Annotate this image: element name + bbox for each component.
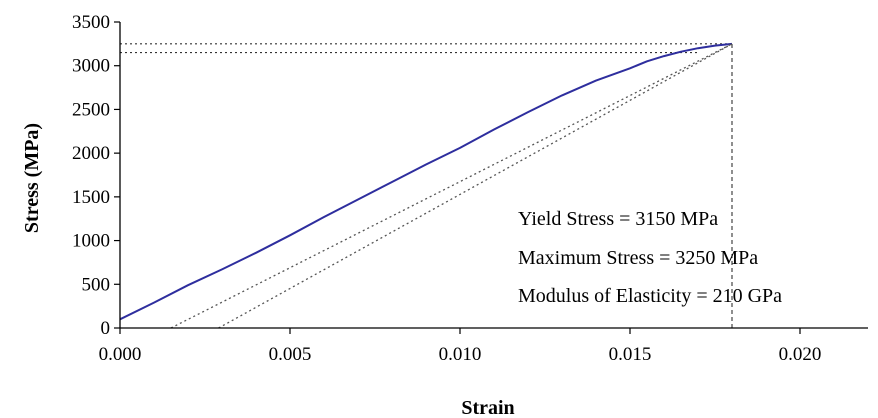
- y-tick-label: 2500: [72, 99, 110, 120]
- plot-area: 0.000 0.005 0.010 0.015 0.020 0 500 1000 1500 20…: [72, 12, 868, 365]
- x-axis-title: Strain: [461, 397, 514, 418]
- y-tick-label: 1000: [72, 231, 110, 252]
- axes: [119, 22, 868, 329]
- x-tick-label: 0.020: [779, 344, 822, 365]
- y-tick-label: 2000: [72, 143, 110, 164]
- annotation-yield-stress: Yield Stress = 3150 MPa: [518, 208, 718, 230]
- x-tick-label: 0.000: [99, 344, 142, 365]
- x-tick-label: 0.015: [609, 344, 652, 365]
- annotation-maximum-stress: Maximum Stress = 3250 MPa: [518, 247, 758, 269]
- y-tick-label: 3000: [72, 56, 110, 77]
- y-tick-label: 0: [101, 318, 111, 339]
- reference-lines: [120, 43, 733, 328]
- series-layer: [119, 42, 733, 329]
- y-tick-label: 3500: [72, 12, 110, 33]
- stress-strain-curve: [119, 42, 733, 321]
- y-tick-label: 500: [82, 274, 111, 295]
- x-axis-ticks: 0.000 0.005 0.010 0.015 0.020: [99, 328, 822, 365]
- x-tick-label: 0.010: [439, 344, 482, 365]
- annotation-block: Yield Stress = 3150 MPa Maximum Stress =…: [518, 208, 782, 307]
- y-axis-ticks: 0 500 1000 1500 2000 2500 3000 3500: [72, 12, 120, 339]
- annotation-modulus: Modulus of Elasticity = 210 GPa: [518, 285, 782, 307]
- x-tick-label: 0.005: [269, 344, 312, 365]
- y-axis-title: Stress (MPa): [21, 123, 43, 233]
- y-tick-label: 1500: [72, 187, 110, 208]
